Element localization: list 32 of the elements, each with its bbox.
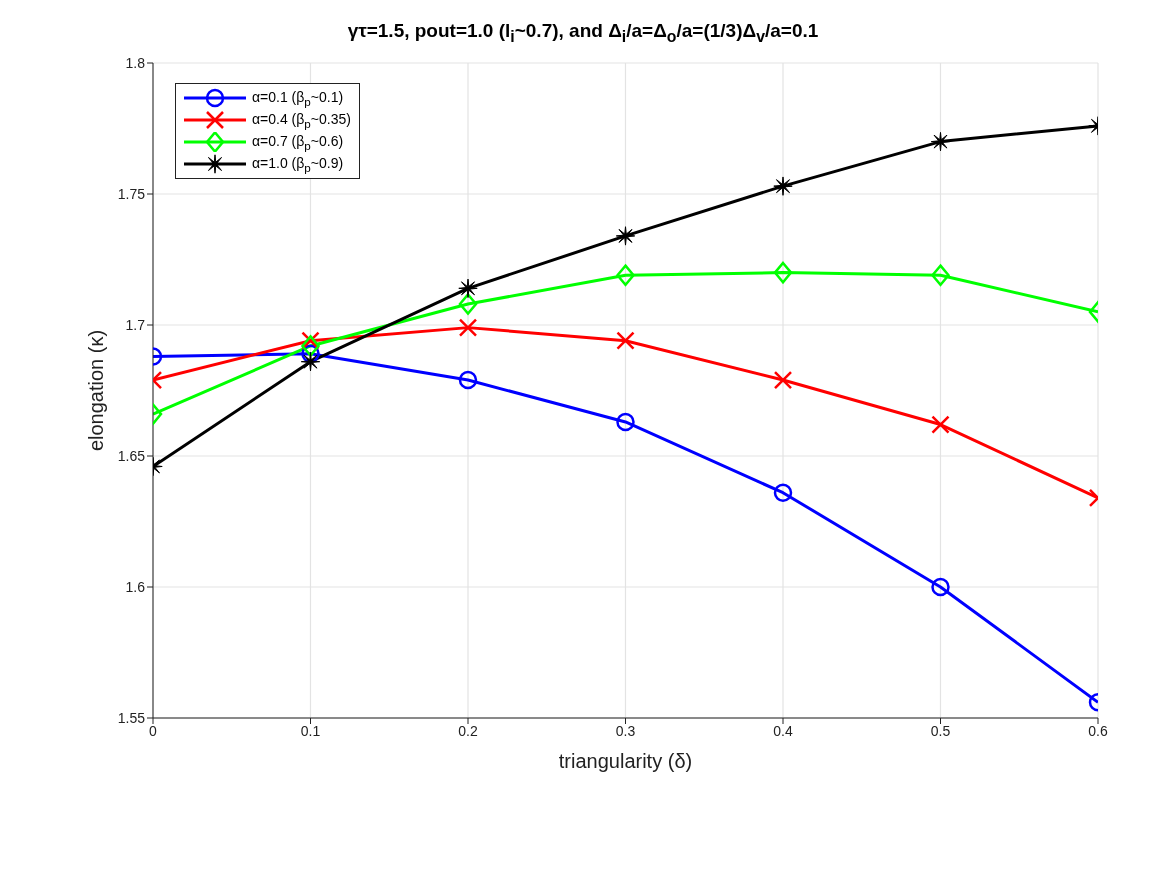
point bbox=[773, 261, 793, 284]
legend-label: α=0.4 (β$_{p}$~0.35) bbox=[252, 110, 351, 130]
point bbox=[615, 226, 636, 246]
y-tick-label: 1.65 bbox=[117, 447, 146, 464]
chart-title: γτ=1.5, pout=1.0 (l$_{i}$~0.7), and Δ$_{i}$/a=Δ$_{o}$/a=(1/3)Δ$_{v}$/a=0.1 bbox=[347, 20, 819, 45]
legend-label: α=1.0 (β$_{p}$~0.9) bbox=[252, 154, 344, 174]
legend-label: α=0.1 (β$_{p}$~0.1) bbox=[252, 88, 344, 108]
y-tick-label: 1.75 bbox=[117, 185, 146, 202]
point bbox=[458, 278, 478, 299]
x-axis-title: triangularity (δ) bbox=[558, 750, 693, 772]
point bbox=[773, 483, 793, 502]
point bbox=[616, 331, 635, 350]
x-tick-label: 0.4 bbox=[773, 722, 793, 739]
x-tick-label: 0.6 bbox=[1088, 722, 1108, 739]
y-tick-label: 1.8 bbox=[125, 54, 146, 71]
y-tick-label: 1.7 bbox=[125, 316, 146, 333]
y-tick-label: 1.6 bbox=[125, 578, 146, 595]
point bbox=[616, 264, 635, 287]
y-tick-label: 1.55 bbox=[117, 709, 146, 726]
x-tick-label: 0.2 bbox=[458, 722, 478, 739]
point bbox=[773, 176, 793, 196]
x-tick-label: 0 bbox=[149, 722, 158, 739]
point bbox=[773, 370, 793, 390]
x-tick-label: 0.1 bbox=[300, 722, 321, 739]
point bbox=[616, 412, 635, 432]
y-axis-title: elongation (κ) bbox=[85, 329, 107, 452]
point bbox=[458, 318, 478, 337]
legend-label: α=0.7 (β$_{p}$~0.6) bbox=[252, 132, 344, 152]
point bbox=[458, 370, 478, 390]
x-tick-label: 0.3 bbox=[615, 722, 636, 739]
x-tick-label: 0.5 bbox=[930, 722, 951, 739]
point bbox=[458, 293, 478, 315]
